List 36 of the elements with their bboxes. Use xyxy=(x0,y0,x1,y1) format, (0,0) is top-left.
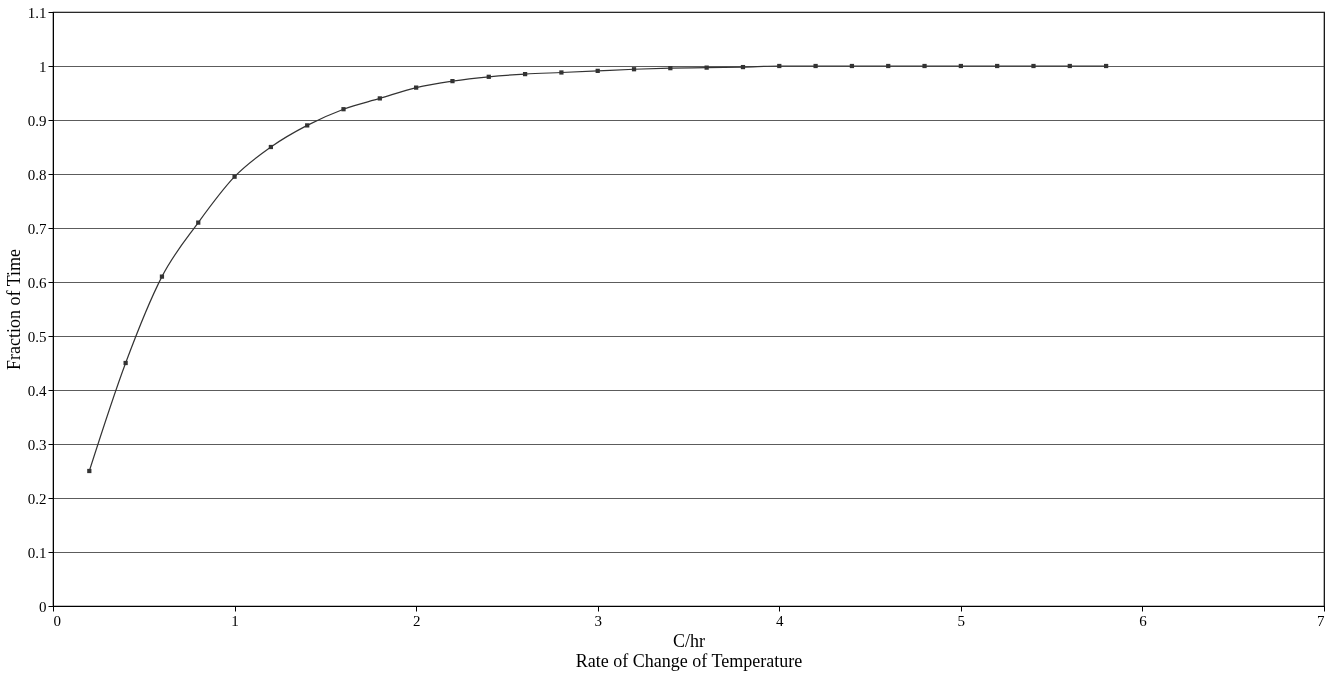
x-axis-title: Rate of Change of Temperature xyxy=(575,650,803,671)
y-tick-label: 0 xyxy=(39,598,47,615)
x-tick-label: 2 xyxy=(412,612,421,629)
y-axis-title: Fraction of Time xyxy=(3,248,24,371)
point xyxy=(377,96,382,101)
x-tick-label: 3 xyxy=(594,612,602,629)
point xyxy=(559,70,564,75)
x-tick-label: 0 xyxy=(53,612,61,629)
x-tick-label: 4 xyxy=(776,612,785,629)
y-tick-label: 1.1 xyxy=(27,4,47,21)
point xyxy=(341,107,346,112)
point xyxy=(1031,63,1036,69)
y-tick-label: 0.8 xyxy=(27,166,47,183)
point xyxy=(159,274,165,279)
x-tick-label: 1 xyxy=(231,612,239,629)
point xyxy=(813,63,818,69)
x-tick-label: 7 xyxy=(1317,612,1325,629)
text: C/hr xyxy=(672,630,706,651)
y-tick-label: 0.6 xyxy=(27,274,47,291)
y-tick-label: 0.2 xyxy=(27,490,47,507)
y-tick-label: 1 xyxy=(39,58,47,75)
point xyxy=(922,63,927,69)
y-tick-label: 0.7 xyxy=(27,220,47,237)
y-tick-label: 0.9 xyxy=(27,112,47,129)
y-tick-label: 0.1 xyxy=(27,544,47,561)
point xyxy=(232,174,237,179)
point xyxy=(196,220,201,225)
x-tick-label: 5 xyxy=(957,612,966,629)
point xyxy=(414,85,419,90)
point xyxy=(305,123,310,128)
y-tick-label: 0.4 xyxy=(27,382,47,399)
y-tick-label: 0.3 xyxy=(27,436,47,453)
point xyxy=(704,65,709,70)
point xyxy=(450,79,455,84)
x-tick-label: 6 xyxy=(1139,612,1148,629)
y-tick-label: 0.5 xyxy=(27,328,47,345)
